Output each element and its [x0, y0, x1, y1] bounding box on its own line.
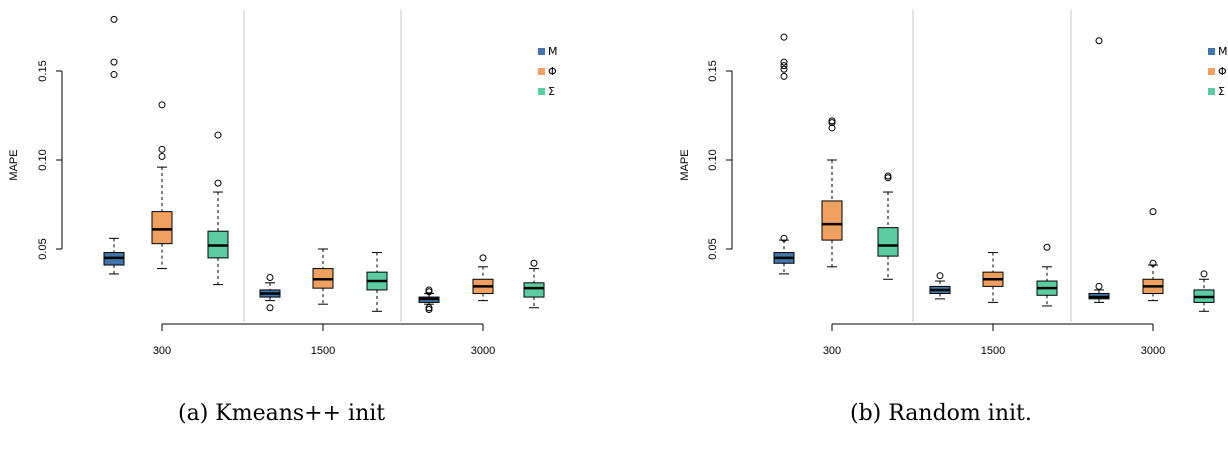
y-tick-label: 0.05 [707, 238, 719, 259]
outlier-point [884, 172, 892, 180]
legend-swatch [538, 88, 545, 95]
y-tick-label: 0.10 [707, 149, 719, 170]
outlier-point [110, 58, 118, 66]
box-3000-Σ [523, 282, 545, 298]
outlier-point [479, 254, 487, 262]
outlier-point [828, 124, 836, 132]
x-tick-label: 3000 [1141, 345, 1165, 357]
chart-panel-random: 0.05 0.10 0.15 MAPE 300 1500 3000 MΦΣ [679, 10, 1228, 357]
legend-swatch [538, 68, 545, 75]
x-tick-label: 300 [153, 345, 171, 357]
outlier-point [425, 286, 433, 294]
outlier-point [780, 62, 788, 70]
legend-swatch [1208, 68, 1215, 75]
y-tick-label: 0.15 [37, 60, 49, 81]
legend-label: Φ [548, 65, 557, 78]
legend-label: Σ [548, 85, 555, 98]
box-300-Σ [877, 227, 899, 257]
outlier-point [266, 273, 274, 281]
legend-swatch [538, 48, 545, 55]
y-axis-label: MAPE [679, 149, 691, 180]
x-tick-label: 300 [823, 345, 841, 357]
legend-label: Φ [1218, 65, 1227, 78]
x-tick-label: 3000 [471, 345, 495, 357]
outlier-point [780, 65, 788, 73]
outlier-point [214, 131, 222, 139]
outlier-point [780, 234, 788, 242]
outlier-point [936, 272, 944, 280]
x-tick-label: 1500 [311, 345, 335, 357]
legend-label: M [548, 45, 558, 58]
outlier-point [780, 58, 788, 66]
outlier-point [780, 72, 788, 80]
outlier-point [828, 117, 836, 125]
outlier-point [158, 152, 166, 160]
y-tick-label: 0.05 [37, 238, 49, 259]
y-tick-label: 0.10 [37, 149, 49, 170]
outlier-point [110, 71, 118, 79]
box-300-Φ [821, 200, 843, 241]
outlier-point [1095, 282, 1103, 290]
outlier-point [1200, 270, 1208, 278]
outlier-point [266, 304, 274, 312]
outlier-point [158, 101, 166, 109]
outlier-point [110, 15, 118, 23]
legend-label: Σ [1218, 85, 1225, 98]
x-tick-label: 1500 [981, 345, 1005, 357]
legend-label: M [1218, 45, 1228, 58]
outlier-point [780, 33, 788, 41]
outlier-point [158, 145, 166, 153]
legend-swatch [1208, 88, 1215, 95]
caption-random-init: (b) Random init. [850, 401, 1032, 426]
chart-panel-kmeans: 0.05 0.10 0.15 MAPE 300 1500 3000 MΦΣ [8, 10, 558, 357]
outlier-point [1149, 208, 1157, 216]
outlier-point [530, 259, 538, 267]
outlier-point [1149, 259, 1157, 267]
legend-swatch [1208, 48, 1215, 55]
caption-kmeans-init: (a) Kmeans++ init [178, 401, 386, 426]
y-axis-label: MAPE [8, 149, 20, 180]
outlier-point [1043, 243, 1051, 251]
outlier-point [214, 179, 222, 187]
box-300-Φ [151, 211, 173, 245]
outlier-point [1095, 37, 1103, 45]
outlier-point [425, 304, 433, 312]
y-tick-label: 0.15 [707, 60, 719, 81]
